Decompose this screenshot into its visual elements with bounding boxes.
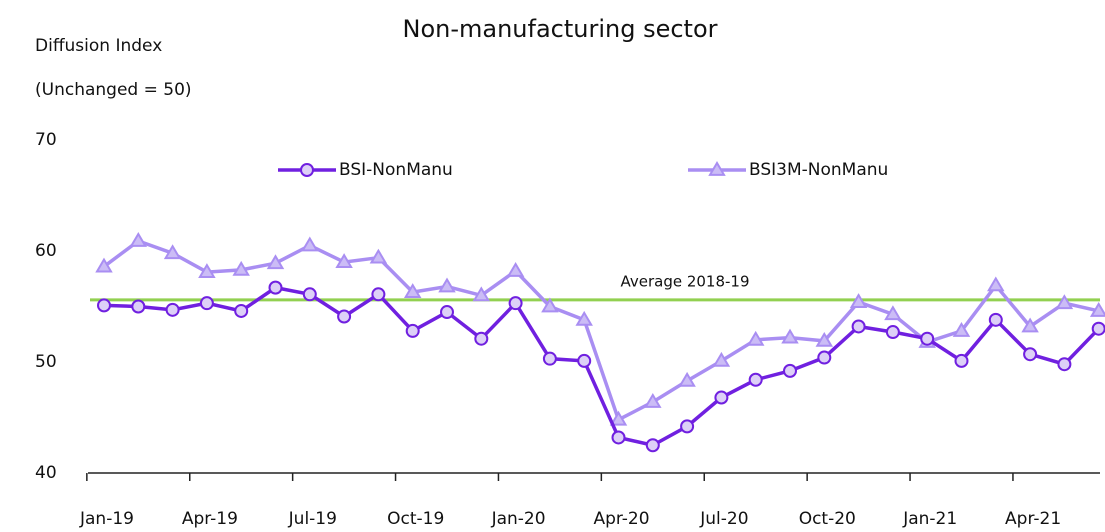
x-tick-label: Jan-21: [902, 509, 957, 529]
data-point: [817, 350, 832, 365]
data-point: [508, 296, 523, 311]
x-tick-label: Oct-19: [387, 509, 444, 529]
data-point: [302, 287, 317, 302]
data-point: [1023, 347, 1038, 362]
x-tick-label: Jan-20: [491, 509, 546, 529]
data-point: [987, 276, 1005, 292]
y-tick-label: 70: [35, 130, 57, 150]
legend-marker: [708, 161, 726, 176]
data-point: [506, 262, 525, 277]
x-tick-label: Oct-20: [799, 509, 856, 529]
data-point: [920, 331, 935, 346]
y-tick-label: 50: [35, 352, 57, 372]
data-point: [644, 392, 662, 408]
data-point: [712, 351, 731, 367]
data-point: [472, 286, 491, 302]
x-tick-label: Jul-19: [288, 509, 337, 529]
data-point: [680, 419, 695, 434]
data-point: [748, 372, 763, 387]
data-point: [609, 410, 628, 426]
legend-label: BSI3M-NonManu: [749, 160, 888, 180]
data-point: [232, 260, 250, 276]
data-point: [815, 331, 834, 347]
legend-label: BSI-NonManu: [339, 160, 453, 180]
x-tick-label: Jul-20: [699, 509, 748, 529]
data-point: [405, 323, 420, 338]
data-point: [577, 353, 592, 368]
data-point: [1057, 357, 1072, 372]
legend-marker: [300, 163, 314, 177]
data-point: [611, 430, 626, 445]
data-point: [403, 283, 422, 298]
data-point: [1021, 317, 1039, 333]
data-point: [746, 330, 765, 346]
data-point: [440, 305, 454, 320]
data-point: [1091, 321, 1105, 336]
data-point: [438, 277, 456, 293]
data-point: [1055, 294, 1074, 310]
data-point: [163, 244, 182, 260]
data-point: [988, 312, 1003, 327]
data-point: [234, 303, 249, 318]
data-point: [575, 310, 593, 326]
x-tick-label: Jan-19: [79, 509, 134, 529]
data-point: [884, 305, 902, 321]
y-axis-title: Diffusion Index: [35, 36, 162, 56]
chart-title: Non-manufacturing sector: [402, 15, 717, 43]
x-tick-label: Apr-19: [182, 509, 238, 529]
data-point: [783, 363, 797, 378]
data-point: [369, 248, 388, 264]
data-point: [131, 299, 146, 314]
data-point: [474, 331, 489, 346]
data-point: [952, 321, 971, 337]
y-tick-label: 60: [35, 241, 57, 261]
data-point: [849, 293, 868, 308]
data-point: [268, 280, 283, 295]
data-point: [335, 253, 353, 268]
data-point: [954, 353, 969, 368]
data-point: [714, 390, 729, 405]
data-point: [645, 438, 660, 453]
data-point: [301, 236, 319, 252]
y-tick-label: 40: [35, 463, 57, 483]
data-point: [542, 351, 557, 366]
x-tick-label: Apr-20: [593, 509, 649, 529]
reference-label: Average 2018-19: [620, 272, 749, 290]
y-axis-title: (Unchanged = 50): [35, 80, 192, 100]
data-point: [337, 309, 352, 324]
data-point: [1089, 301, 1105, 317]
data-point: [371, 287, 386, 302]
data-point: [678, 371, 696, 387]
x-tick-label: Apr-21: [1005, 509, 1061, 529]
series-line: [102, 239, 1100, 423]
data-point: [129, 232, 148, 247]
data-point: [165, 302, 180, 317]
data-point: [97, 298, 111, 313]
data-point: [781, 328, 799, 344]
data-point: [198, 263, 216, 278]
data-point: [885, 325, 900, 340]
data-point: [199, 296, 214, 311]
data-point: [266, 254, 285, 270]
data-point: [541, 297, 559, 313]
data-point: [95, 257, 113, 273]
data-point: [851, 319, 866, 334]
